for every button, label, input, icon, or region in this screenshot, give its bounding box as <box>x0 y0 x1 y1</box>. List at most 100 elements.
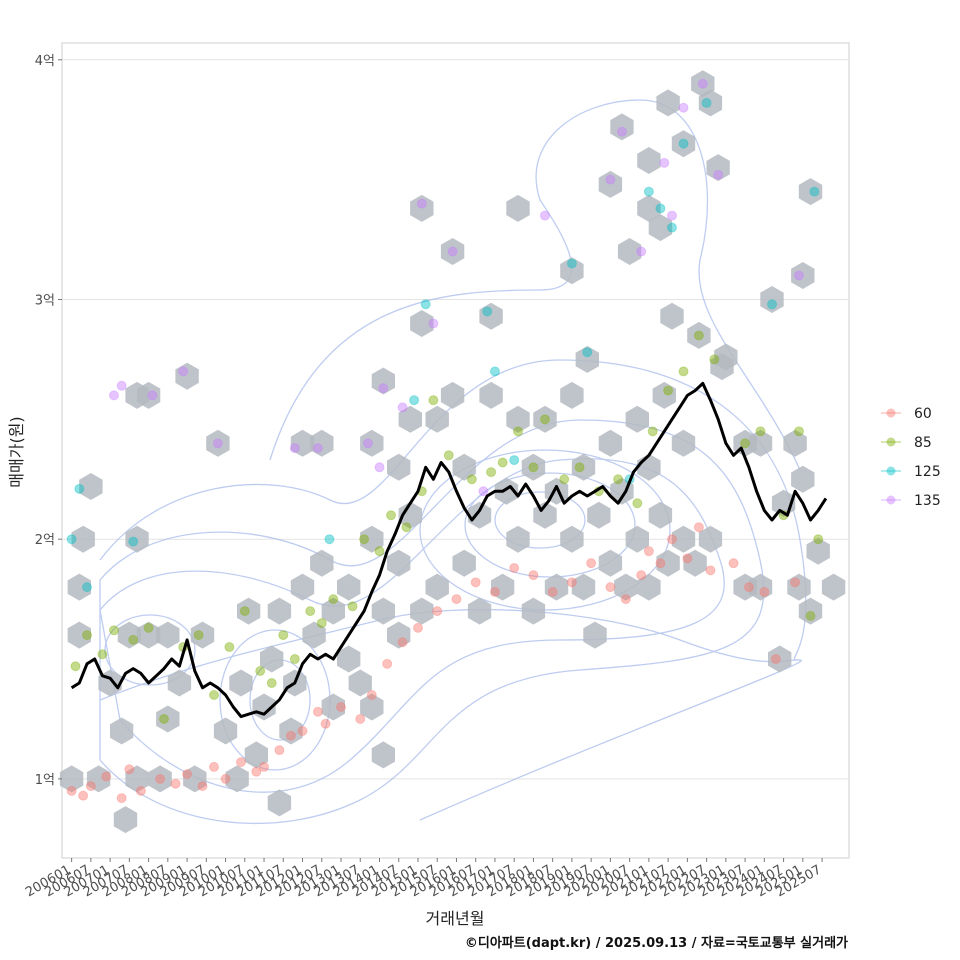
point-60-34 <box>566 577 577 588</box>
hexbin-cell-114 <box>706 154 730 182</box>
hexbin-cell-51 <box>387 549 411 577</box>
point-60-47 <box>759 586 770 597</box>
point-135-20 <box>666 210 677 221</box>
point-60-0 <box>66 785 77 796</box>
point-85-27 <box>466 474 477 485</box>
point-125-10 <box>582 347 593 358</box>
hexbin-cell-45 <box>360 525 384 553</box>
point-60-25 <box>397 637 408 648</box>
hexbin-cell-77 <box>544 573 569 601</box>
caption: ©디아파트(dapt.kr) / 2025.09.13 / 자료=국토교통부 실… <box>465 935 848 951</box>
hexbin-cell-125 <box>787 573 811 601</box>
hexbin-cell-104 <box>656 89 680 117</box>
point-135-17 <box>616 126 627 137</box>
hexbin-cell-107 <box>671 429 696 457</box>
point-135-19 <box>659 157 670 168</box>
hexbin-cell-34 <box>290 573 315 601</box>
y-tick-label: 3억 <box>35 293 55 308</box>
hexbin-cell-68 <box>491 573 515 601</box>
point-60-5 <box>124 764 135 775</box>
hexbin-cell-40 <box>321 597 345 625</box>
hexbin-cell-102 <box>652 381 676 409</box>
hexbin-cell-81 <box>560 381 584 409</box>
hexbin-cell-73 <box>521 597 546 625</box>
point-85-18 <box>328 594 339 605</box>
point-60-32 <box>528 570 539 581</box>
point-135-4 <box>212 438 223 449</box>
hexbin-cell-46 <box>360 429 384 457</box>
point-125-5 <box>409 395 420 406</box>
hexbin-cell-98 <box>637 194 661 222</box>
hexbin-cell-69 <box>494 477 519 505</box>
hexbin-cell-9 <box>117 621 141 649</box>
hexbin-cell-129 <box>798 597 823 625</box>
point-60-21 <box>336 701 347 712</box>
point-85-12 <box>255 666 266 677</box>
hexbin-cell-74 <box>521 453 546 481</box>
hexbin-cell-99 <box>637 147 661 174</box>
hexbin-cell-86 <box>587 501 611 529</box>
hexbin-cell-29 <box>260 645 284 673</box>
hexbin-cell-49 <box>371 367 395 395</box>
hexbin-cell-128 <box>798 178 823 206</box>
point-60-9 <box>182 769 193 780</box>
hexbin-cell-50 <box>387 621 411 649</box>
legend-label: 60 <box>914 406 932 422</box>
hexbin-cell-39 <box>321 693 345 721</box>
point-60-38 <box>636 570 647 581</box>
point-85-44 <box>755 426 766 437</box>
hexbin-cell-121 <box>760 286 784 313</box>
point-60-30 <box>489 586 500 597</box>
hexbin-cell-42 <box>337 573 361 601</box>
hexbin-cell-53 <box>398 501 422 529</box>
hexbin-cell-85 <box>583 621 607 649</box>
point-60-41 <box>666 534 677 545</box>
point-85-25 <box>428 395 439 406</box>
point-60-2 <box>85 781 96 792</box>
hexbin-cell-26 <box>237 597 261 625</box>
hexbin-cell-44 <box>360 693 384 721</box>
hexbin-cell-64 <box>467 597 492 625</box>
hexbin-cell-119 <box>748 573 773 601</box>
hexbin-cell-67 <box>479 381 503 409</box>
hexbin-cell-55 <box>410 597 434 625</box>
point-135-12 <box>428 318 439 329</box>
point-60-19 <box>312 706 323 717</box>
hexbin-cell-110 <box>687 321 711 349</box>
point-60-44 <box>705 565 716 576</box>
hexbin-cell-35 <box>290 429 315 457</box>
hexbin-cell-58 <box>425 405 449 433</box>
point-135-14 <box>478 486 489 497</box>
point-60-18 <box>297 725 308 736</box>
legend-key-60 <box>886 408 896 418</box>
hexbin-cell-1 <box>67 573 91 601</box>
point-60-40 <box>655 558 666 569</box>
point-135-18 <box>636 246 647 257</box>
point-85-3 <box>108 625 119 636</box>
point-60-6 <box>135 785 146 796</box>
trend-line <box>70 381 828 719</box>
point-125-9 <box>566 258 577 269</box>
point-85-26 <box>443 450 454 461</box>
hexbin-cell-38 <box>310 429 334 457</box>
point-60-35 <box>586 558 597 569</box>
point-85-36 <box>613 474 624 485</box>
point-125-13 <box>655 203 666 214</box>
hexbin-cell-87 <box>598 549 623 577</box>
hexbin-cell-106 <box>671 525 696 553</box>
point-85-28 <box>486 467 497 478</box>
hexbin-cell-80 <box>560 525 584 553</box>
hexbin-cell-22 <box>206 429 230 457</box>
hexbin-cell-56 <box>410 310 434 337</box>
legend-label: 125 <box>914 464 941 480</box>
point-85-20 <box>359 534 370 545</box>
y-tick-label: 2억 <box>35 533 55 548</box>
point-135-23 <box>713 169 724 180</box>
hexbin-cell-25 <box>229 669 253 697</box>
hexbin-cell-15 <box>148 765 172 793</box>
point-125-4 <box>324 534 335 545</box>
point-60-22 <box>355 713 366 724</box>
point-60-46 <box>743 582 754 593</box>
hexbin-cell-12 <box>125 525 149 553</box>
point-60-39 <box>643 546 654 557</box>
